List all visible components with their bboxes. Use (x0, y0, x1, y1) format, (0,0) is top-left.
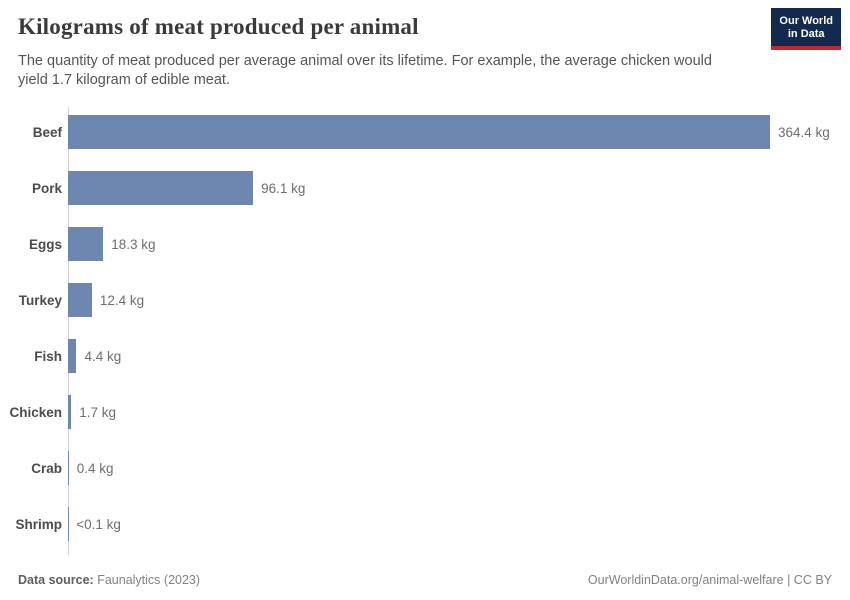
category-label: Crab (31, 460, 62, 476)
owid-logo-line2: in Data (787, 28, 825, 40)
data-source-label: Data source: (18, 573, 94, 587)
page-title: Kilograms of meat produced per animal (18, 14, 419, 39)
bar (68, 451, 69, 485)
chart-row: Shrimp <0.1 kg (0, 496, 850, 552)
data-source: Data source: Faunalytics (2023) (18, 573, 200, 587)
bar (68, 171, 254, 205)
chart-row: Turkey 12.4 kg (0, 272, 850, 328)
value-label: 1.7 kg (79, 404, 117, 420)
credit-line: OurWorldinData.org/animal-welfare | CC B… (587, 573, 832, 587)
chart-row: Eggs 18.3 kg (0, 216, 850, 272)
bar (68, 115, 770, 149)
value-label: 96.1 kg (261, 180, 306, 196)
chart-row: Pork 96.1 kg (0, 160, 850, 216)
chart-row: Beef 364.4 kg (0, 104, 850, 160)
data-source-value: Faunalytics (2023) (93, 573, 201, 587)
value-label: 12.4 kg (99, 292, 145, 308)
category-label: Eggs (28, 236, 62, 252)
value-label: 0.4 kg (76, 460, 114, 476)
y-axis-line (68, 107, 69, 555)
bar-chart: Beef 364.4 kg Pork 96.1 kg Eggs 18.3 kg Turkey… (0, 104, 850, 555)
category-label: Fish (34, 348, 62, 364)
category-label: Pork (31, 180, 62, 196)
bar (68, 339, 77, 373)
bar (68, 395, 72, 429)
chart-subtitle: The quantity of meat produced per averag… (18, 53, 712, 88)
chart-rows: Beef 364.4 kg Pork 96.1 kg Eggs 18.3 kg Turkey… (0, 104, 850, 552)
category-label: Beef (32, 124, 62, 140)
value-label: 4.4 kg (84, 348, 122, 364)
value-label: <0.1 kg (76, 516, 121, 532)
category-label: Turkey (18, 292, 62, 308)
bar (68, 283, 92, 317)
category-label: Chicken (9, 404, 62, 420)
bar (68, 227, 104, 261)
chart-row: Chicken 1.7 kg (0, 384, 850, 440)
category-label: Shrimp (15, 516, 62, 532)
owid-logo-line1: Our World (779, 15, 833, 27)
owid-logo: Our World in Data (771, 8, 841, 50)
chart-footer: Data source: Faunalytics (2023) OurWorld… (18, 573, 832, 587)
chart-row: Crab 0.4 kg (0, 440, 850, 496)
value-label: 364.4 kg (778, 124, 830, 140)
chart-row: Fish 4.4 kg (0, 328, 850, 384)
value-label: 18.3 kg (111, 236, 156, 252)
